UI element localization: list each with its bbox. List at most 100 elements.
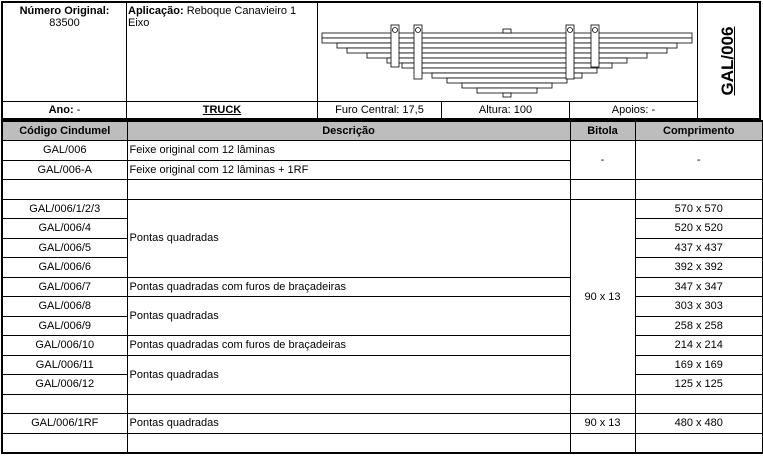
gauge bbox=[569, 179, 636, 200]
application-value: Reboque Canavieiro 1 Eixo bbox=[128, 5, 297, 29]
length: 520 x 520 bbox=[634, 218, 763, 239]
table-row: GAL/006/11 Pontas quadradas 169 x 169 bbox=[1, 354, 763, 395]
length: 570 x 570 bbox=[634, 198, 763, 219]
spring-leaf bbox=[321, 37, 693, 44]
spring-leaf bbox=[461, 82, 553, 89]
part-code: GAL/006/6 bbox=[1, 257, 128, 278]
part-code bbox=[1, 432, 128, 454]
vehicle-type: TRUCK bbox=[202, 104, 242, 116]
description: Pontas quadradas bbox=[126, 354, 571, 395]
description: Pontas quadradas bbox=[126, 198, 571, 278]
length: 214 x 214 bbox=[634, 335, 763, 356]
center-hole: Furo Central: 17,5 bbox=[318, 102, 442, 118]
part-code: GAL/006/10 bbox=[1, 335, 128, 356]
length: 392 x 392 bbox=[634, 257, 763, 278]
center-bolt-head bbox=[502, 28, 512, 34]
parts-table: Código Cindumel Descrição Bitola Comprim… bbox=[1, 120, 763, 454]
column-header-gauge: Bitola bbox=[569, 120, 636, 141]
length: 258 x 258 bbox=[634, 315, 763, 336]
table-row: GAL/006/8 Pontas quadradas 303 x 303 bbox=[1, 296, 763, 336]
leaf-spring-drawing bbox=[321, 24, 693, 98]
gauge: - bbox=[569, 140, 636, 180]
spring-leaf bbox=[446, 77, 568, 84]
table-row: GAL/006 Feixe original com 12 lâminas - - bbox=[1, 140, 763, 180]
spring-leaf bbox=[401, 62, 613, 69]
table-row bbox=[1, 432, 763, 454]
spring-leaf bbox=[476, 87, 538, 94]
original-number-cell: Número Original: 83500 bbox=[3, 3, 127, 102]
original-number: 83500 bbox=[49, 17, 80, 29]
part-header: Número Original: 83500 Aplicação: Reboqu… bbox=[1, 1, 761, 120]
part-code bbox=[1, 393, 128, 414]
column-header-code: Código Cindumel bbox=[1, 120, 128, 141]
part-code: GAL/006/11 bbox=[1, 354, 128, 375]
description: Pontas quadradas bbox=[126, 296, 571, 336]
part-code: GAL/006-A bbox=[1, 159, 128, 180]
vehicle-type-cell: TRUCK bbox=[127, 102, 318, 118]
spring-leaf bbox=[366, 52, 648, 59]
description bbox=[126, 179, 571, 200]
year-label: Ano: bbox=[48, 104, 74, 116]
length: 169 x 169 bbox=[634, 354, 763, 375]
length: 437 x 437 bbox=[634, 237, 763, 258]
length bbox=[634, 179, 763, 200]
year-cell: Ano: - bbox=[3, 102, 127, 118]
spring-clamp bbox=[565, 24, 575, 80]
supports: Apoios: - bbox=[570, 102, 698, 118]
spring-leaf bbox=[431, 72, 583, 79]
clamp-bolt-icon bbox=[392, 27, 398, 33]
description: Feixe original com 12 lâminas + 1RF bbox=[126, 159, 571, 180]
part-code: GAL/006/5 bbox=[1, 237, 128, 258]
part-code: GAL/006/9 bbox=[1, 315, 128, 336]
gauge bbox=[569, 432, 636, 454]
description: Pontas quadradas com furos de braçadeira… bbox=[126, 335, 571, 356]
table-header-row: Código Cindumel Descrição Bitola Comprim… bbox=[1, 120, 763, 141]
table-row: GAL/006/1/2/3 Pontas quadradas 90 x 13 570 … bbox=[1, 198, 763, 395]
length: - bbox=[634, 140, 763, 180]
application-label: Aplicação: bbox=[128, 5, 184, 17]
part-code-vertical: GAL/006 bbox=[718, 26, 737, 96]
table-row: GAL/006/12 125 x 125 bbox=[1, 374, 763, 395]
part-code: GAL/006/7 bbox=[1, 276, 128, 297]
part-code bbox=[1, 179, 128, 200]
part-code: GAL/006/8 bbox=[1, 296, 128, 317]
original-number-label: Número Original: bbox=[19, 5, 110, 17]
length: 347 x 347 bbox=[634, 276, 763, 297]
table-row bbox=[1, 393, 763, 414]
table-row: GAL/006/9 258 x 258 bbox=[1, 315, 763, 336]
table-row: GAL/006/1RF Pontas quadradas 90 x 13 480 x … bbox=[1, 413, 763, 434]
height: Altura: 100 bbox=[442, 102, 570, 118]
length: 125 x 125 bbox=[634, 374, 763, 395]
gauge: 90 x 13 bbox=[569, 413, 636, 434]
gauge bbox=[569, 393, 636, 414]
spring-drawing-cell bbox=[318, 3, 698, 102]
length bbox=[634, 432, 763, 454]
length bbox=[634, 393, 763, 414]
part-code: GAL/006/1RF bbox=[1, 413, 128, 434]
column-header-length: Comprimento bbox=[634, 120, 763, 141]
description bbox=[126, 393, 571, 414]
clamp-bolt-icon bbox=[592, 27, 598, 33]
part-code: GAL/006/1/2/3 bbox=[1, 198, 128, 219]
year-value: - bbox=[73, 104, 81, 116]
part-code: GAL/006/4 bbox=[1, 218, 128, 239]
clamp-bolt-icon bbox=[567, 27, 573, 33]
center-bolt-nut bbox=[502, 92, 512, 98]
table-row bbox=[1, 179, 763, 200]
spring-leaf bbox=[321, 32, 693, 39]
part-code: GAL/006 bbox=[1, 140, 128, 161]
spring-clamp bbox=[413, 24, 423, 80]
description: Pontas quadradas com furos de braçadeira… bbox=[126, 276, 571, 297]
length: 303 x 303 bbox=[634, 296, 763, 317]
description: Pontas quadradas bbox=[126, 413, 571, 434]
column-header-description: Descrição bbox=[126, 120, 571, 141]
spring-clamp bbox=[590, 24, 600, 68]
description: Feixe original com 12 lâminas bbox=[126, 140, 571, 161]
spring-clamp bbox=[390, 24, 400, 68]
application-cell: Aplicação: Reboque Canavieiro 1 Eixo bbox=[127, 3, 318, 102]
code-cell: GAL/006 bbox=[698, 3, 759, 118]
gauge: 90 x 13 bbox=[569, 198, 636, 395]
table-row: GAL/006-A Feixe original com 12 lâminas +… bbox=[1, 159, 763, 180]
table-row: GAL/006/10 Pontas quadradas com furos de … bbox=[1, 335, 763, 356]
table-row: GAL/006/7 Pontas quadradas com furos de b… bbox=[1, 276, 763, 297]
